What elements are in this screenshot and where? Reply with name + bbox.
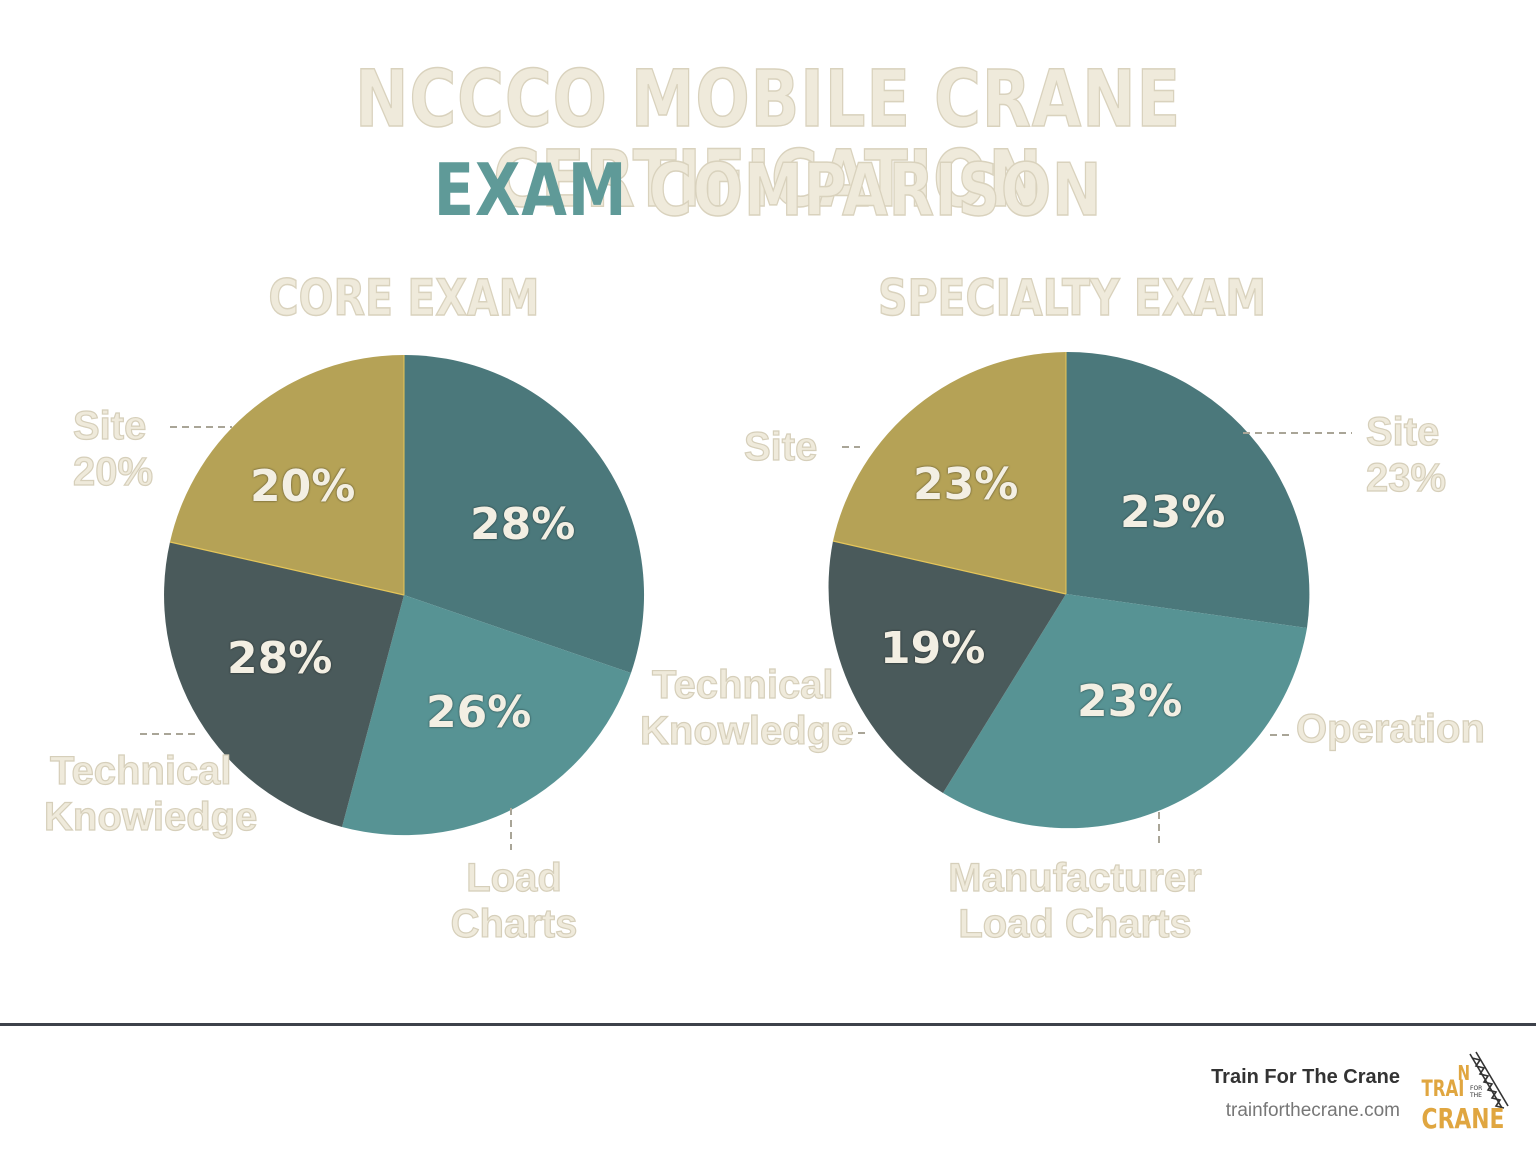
svg-text:N: N: [1458, 1063, 1471, 1086]
spec-slice-gold: [833, 352, 1066, 594]
spec-label-site-left: Site: [743, 424, 818, 469]
footer-divider: [0, 1023, 1536, 1026]
spec-slice-slate: [828, 541, 1066, 793]
main-title-line2: EXAM COMPARISON: [138, 148, 1398, 232]
title-accent-word: EXAM: [433, 148, 628, 232]
core-pct-slate: 28%: [227, 633, 333, 684]
brand-name: Train For The Crane: [1211, 1066, 1400, 1088]
core-label-tech-right: Technical Knowledge: [639, 662, 854, 753]
spec-label-operation: Operation: [1295, 706, 1485, 751]
core-exam-title: CORE EXAM: [268, 268, 540, 328]
spec-pct-slate: 19%: [880, 623, 986, 674]
core-slice-slate: [164, 542, 404, 827]
core-pie: [164, 354, 645, 836]
spec-pct-light-teal: 23%: [1077, 676, 1183, 727]
svg-text:THE: THE: [1469, 1092, 1482, 1099]
svg-text:CRANE: CRANE: [1422, 1102, 1505, 1134]
core-slice-dark-teal: [404, 354, 645, 673]
core-slice-gold: [170, 355, 404, 595]
core-label-load-charts: Load Charts: [450, 855, 578, 946]
core-pct-dark-teal: 28%: [470, 499, 576, 550]
svg-text:TRAI: TRAI: [1422, 1076, 1465, 1102]
spec-label-manufacturer-load-charts: Manufacturer Load Charts: [948, 855, 1203, 946]
spec-slice-dark-teal: [1066, 351, 1310, 628]
spec-label-site-right: Site 23%: [1365, 409, 1447, 500]
main-title-line1: NCCCO MOBILE CRANE CERTIFICATION: [354, 55, 1181, 225]
core-slice-light-teal: [342, 595, 631, 836]
spec-slice-light-teal: [943, 594, 1307, 829]
title-rest-word: COMPARISON: [648, 148, 1103, 232]
core-label-site: Site 20%: [72, 403, 154, 494]
brand-url[interactable]: trainforthecrane.com: [1225, 1100, 1400, 1121]
specialty-exam-title: SPECIALTY EXAM: [877, 268, 1267, 328]
spec-pct-gold: 23%: [913, 459, 1019, 510]
spec-pct-dark-teal: 23%: [1120, 487, 1226, 538]
svg-text:FOR: FOR: [1470, 1085, 1482, 1092]
core-label-tech-left: Technical Knowiedge: [43, 748, 258, 839]
specialty-pie: [828, 351, 1310, 829]
core-pct-light-teal: 26%: [426, 687, 532, 738]
core-pct-gold: 20%: [250, 461, 356, 512]
train-for-the-crane-logo-icon: TRAI N FOR THE CRANE: [1422, 1051, 1509, 1135]
